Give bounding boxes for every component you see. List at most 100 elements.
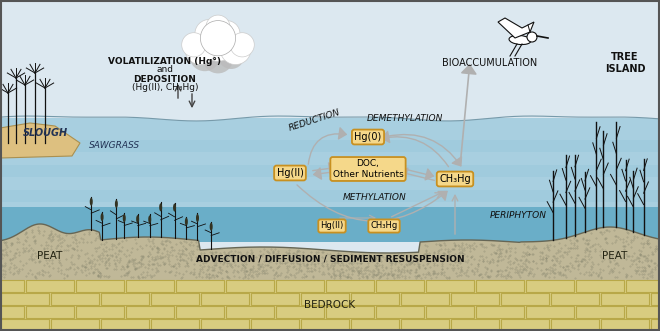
Bar (176, 280, 224, 292)
Ellipse shape (196, 214, 199, 222)
Bar (525, 280, 574, 292)
Bar (125, 306, 174, 317)
Bar (201, 319, 249, 330)
Circle shape (218, 43, 244, 69)
Text: ADVECTION / DIFFUSION / SEDIMENT RESUSPENSION: ADVECTION / DIFFUSION / SEDIMENT RESUSPE… (195, 255, 465, 263)
Circle shape (185, 34, 216, 65)
Text: DOC,
Other Nutrients: DOC, Other Nutrients (333, 159, 403, 179)
Bar (1, 293, 49, 305)
Ellipse shape (159, 203, 162, 211)
Polygon shape (0, 123, 80, 158)
Ellipse shape (210, 223, 213, 231)
Ellipse shape (100, 213, 104, 221)
Bar (376, 306, 424, 317)
Text: PERIPHYTON: PERIPHYTON (490, 211, 547, 219)
Circle shape (201, 21, 236, 56)
Circle shape (189, 40, 220, 71)
Bar (226, 280, 274, 292)
Bar (150, 319, 199, 330)
Text: DEMETHYLATION: DEMETHYLATION (367, 114, 443, 123)
FancyArrowPatch shape (314, 168, 337, 179)
Text: METHYLATION: METHYLATION (343, 193, 407, 202)
FancyArrowPatch shape (297, 185, 447, 221)
Circle shape (230, 33, 254, 57)
Bar (475, 306, 524, 317)
Bar (0, 118, 660, 242)
Bar (350, 293, 399, 305)
Bar (651, 319, 660, 330)
Bar (275, 306, 324, 317)
Ellipse shape (148, 215, 151, 223)
Bar (576, 306, 624, 317)
Text: SLOUGH: SLOUGH (22, 128, 67, 138)
Bar (601, 319, 649, 330)
Text: REDUCTION: REDUCTION (288, 108, 342, 133)
Bar (125, 280, 174, 292)
FancyArrowPatch shape (387, 134, 461, 166)
Text: BEDROCK: BEDROCK (304, 300, 356, 310)
Bar (0, 165, 660, 177)
Text: PEAT: PEAT (603, 251, 628, 261)
Text: Hg(II): Hg(II) (320, 221, 344, 230)
FancyArrowPatch shape (308, 128, 346, 164)
Bar (0, 207, 660, 242)
Text: and: and (156, 66, 174, 74)
Text: VOLATILIZATION (Hg°): VOLATILIZATION (Hg°) (108, 57, 222, 66)
Text: CH₃Hg: CH₃Hg (370, 221, 397, 230)
Text: TREE
ISLAND: TREE ISLAND (605, 52, 645, 74)
Bar (500, 319, 549, 330)
Text: Hg(0): Hg(0) (354, 132, 381, 142)
Circle shape (198, 22, 238, 61)
Bar (401, 293, 449, 305)
Bar (576, 280, 624, 292)
Ellipse shape (115, 200, 118, 208)
Circle shape (206, 15, 230, 39)
FancyArrowPatch shape (460, 65, 476, 164)
Bar (401, 319, 449, 330)
Bar (426, 280, 474, 292)
Bar (451, 319, 499, 330)
Bar (350, 319, 399, 330)
Bar (51, 319, 99, 330)
Bar (0, 280, 24, 292)
Bar (525, 306, 574, 317)
FancyArrowPatch shape (399, 168, 433, 180)
Bar (651, 293, 660, 305)
Bar (0, 306, 24, 317)
Bar (176, 306, 224, 317)
Bar (376, 280, 424, 292)
Circle shape (527, 32, 537, 42)
Bar (75, 306, 124, 317)
Ellipse shape (509, 35, 531, 45)
Bar (475, 280, 524, 292)
Ellipse shape (185, 218, 188, 226)
Bar (0, 140, 660, 152)
Bar (626, 280, 660, 292)
Bar (150, 293, 199, 305)
FancyArrowPatch shape (400, 168, 434, 180)
Bar (550, 319, 599, 330)
Bar (325, 306, 374, 317)
Bar (300, 319, 349, 330)
Ellipse shape (123, 214, 126, 222)
Bar (100, 319, 149, 330)
Text: Hg(II): Hg(II) (277, 168, 304, 178)
Circle shape (195, 20, 224, 48)
Ellipse shape (90, 198, 93, 206)
Bar (251, 319, 299, 330)
Text: CH₃Hg: CH₃Hg (439, 174, 471, 184)
Bar (275, 280, 324, 292)
Ellipse shape (136, 215, 139, 223)
Ellipse shape (173, 204, 176, 212)
Bar (0, 280, 660, 331)
Bar (300, 293, 349, 305)
Circle shape (182, 33, 206, 57)
Bar (601, 293, 649, 305)
FancyArrowPatch shape (313, 163, 336, 174)
Bar (550, 293, 599, 305)
Bar (26, 280, 74, 292)
Bar (0, 190, 660, 202)
Circle shape (214, 21, 240, 47)
FancyArrowPatch shape (382, 131, 449, 167)
Bar (100, 293, 149, 305)
